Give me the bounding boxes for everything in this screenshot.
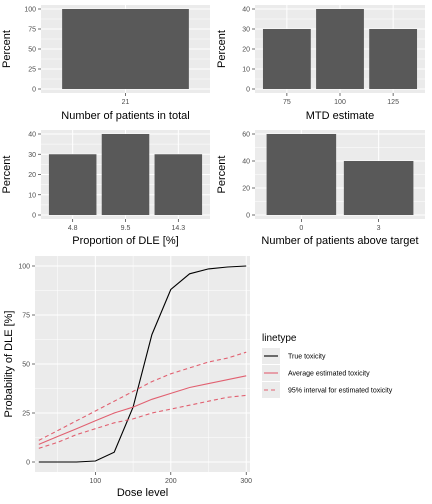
y-tick-label: 40 <box>28 132 36 139</box>
y-tick-label: 25 <box>22 411 30 418</box>
y-tick-label: 40 <box>242 159 250 166</box>
y-tick-label: 100 <box>24 7 36 14</box>
x-tick-label: 14.3 <box>172 225 186 232</box>
y-tick-label: 50 <box>22 362 30 369</box>
legend-label: Average estimated toxicity <box>288 371 370 378</box>
y-tick-label: 0 <box>26 460 30 467</box>
y-tick-label: 20 <box>242 186 250 193</box>
x-tick-label: 300 <box>240 478 252 485</box>
y-tick-label: 30 <box>28 152 36 159</box>
y-tick-label: 20 <box>28 172 36 179</box>
x-tick-label: 4.8 <box>68 225 78 232</box>
y-tick-label: 0 <box>246 213 250 220</box>
x-axis-title: MTD estimate <box>306 110 374 122</box>
bar <box>48 154 97 215</box>
legend-title: linetype <box>262 333 297 344</box>
y-tick-label: 10 <box>28 192 36 199</box>
legend-label: 95% interval for estimated toxicity <box>288 388 393 395</box>
series-line-2 <box>38 351 247 441</box>
y-axis-title: Percent <box>216 156 228 194</box>
y-tick-label: 0 <box>32 87 36 94</box>
bar <box>62 9 189 89</box>
y-tick-label: 0 <box>246 87 250 94</box>
y-tick-label: 30 <box>242 27 250 34</box>
y-tick-label: 20 <box>242 47 250 54</box>
y-tick-label: 50 <box>28 47 36 54</box>
y-axis-title: Percent <box>1 156 13 194</box>
y-axis-title: Percent <box>216 30 228 68</box>
x-tick-label: 3 <box>377 225 381 232</box>
series-line-3 <box>38 394 247 449</box>
y-tick-label: 60 <box>242 132 250 139</box>
x-axis-title: Number of patients above target <box>261 235 418 247</box>
x-tick-label: 100 <box>90 478 102 485</box>
legend-label: True toxicity <box>288 354 326 361</box>
x-axis-title: Number of patients in total <box>61 110 189 122</box>
y-axis-title: Probability of DLE [%] <box>3 311 15 418</box>
y-tick-label: 40 <box>242 7 250 14</box>
x-tick-label: 100 <box>334 99 346 106</box>
y-tick-label: 75 <box>22 313 30 320</box>
bar <box>343 161 414 215</box>
bar <box>369 29 418 89</box>
y-tick-label: 10 <box>242 67 250 74</box>
y-tick-label: 0 <box>32 213 36 220</box>
x-tick-label: 0 <box>299 225 303 232</box>
bar <box>266 134 337 215</box>
x-tick-label: 9.5 <box>121 225 131 232</box>
bar <box>262 29 311 89</box>
bar <box>154 154 203 215</box>
bar <box>316 9 364 89</box>
y-tick-label: 75 <box>28 27 36 34</box>
x-tick-label: 125 <box>387 99 399 106</box>
x-tick-label: 75 <box>283 99 291 106</box>
x-tick-label: 21 <box>122 99 130 106</box>
y-tick-label: 100 <box>18 264 30 271</box>
x-tick-label: 200 <box>165 478 177 485</box>
y-tick-label: 25 <box>28 67 36 74</box>
bar <box>101 134 150 215</box>
y-axis-title: Percent <box>1 30 13 68</box>
x-axis-title: Dose level <box>117 487 168 499</box>
x-axis-title: Proportion of DLE [%] <box>72 235 178 247</box>
series-line-0 <box>38 265 247 463</box>
series-line-1 <box>38 375 247 445</box>
